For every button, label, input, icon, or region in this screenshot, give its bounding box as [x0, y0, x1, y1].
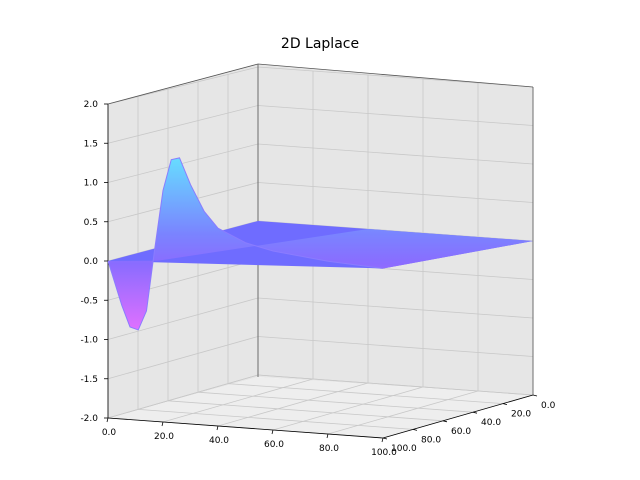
- grid-line: [257, 374, 534, 396]
- grid-line: [107, 374, 259, 419]
- x-tick-mark: [381, 437, 384, 443]
- grid-line: [197, 391, 474, 413]
- z-tick-label: -1.5: [80, 375, 98, 385]
- grid-line: [107, 336, 259, 380]
- grid-line: [107, 66, 259, 105]
- grid-line: [107, 143, 259, 183]
- x-tick-mark: [326, 433, 329, 439]
- grid-line: [107, 105, 259, 144]
- y-tick-label: 80.0: [421, 435, 441, 445]
- x-tick-label: 60.0: [264, 440, 284, 450]
- grid-line: [257, 336, 534, 357]
- laplace-surface: [107, 157, 533, 331]
- x-tick-label: 20.0: [154, 432, 174, 442]
- chart-title: 2D Laplace: [281, 36, 359, 52]
- grid-line: [257, 105, 534, 126]
- grid-line: [272, 386, 424, 431]
- x-axis-ticks: 0.0 20.0 40.0 60.0 80.0 100.0: [102, 417, 397, 458]
- surface-ridge: [108, 157, 533, 330]
- x-tick-mark: [271, 429, 274, 435]
- z-axis-ticks: 2.0 1.5 1.0 0.5 0.0 -0.5 -1.0 -1.5 -2.0: [80, 100, 108, 424]
- y-tick-mark: [502, 403, 508, 405]
- grid-line: [227, 383, 504, 404]
- x-tick-mark: [161, 421, 164, 427]
- y-tick-label: 40.0: [481, 418, 501, 428]
- grid-line: [167, 400, 444, 422]
- grid-line: [257, 143, 534, 165]
- x-tick-label: 80.0: [319, 444, 339, 454]
- x-tick-label: 40.0: [209, 436, 229, 446]
- y-tick-mark: [382, 437, 388, 440]
- y-axis-ticks: 0.0 20.0 40.0 60.0 80.0 100.0: [382, 394, 556, 454]
- z-tick-label: 0.0: [84, 257, 99, 267]
- x-tick-label: 0.0: [102, 428, 117, 438]
- z-tick-label: 1.0: [84, 179, 99, 189]
- y-tick-mark: [532, 394, 538, 397]
- back-pane: [258, 64, 533, 395]
- y-tick-label: 20.0: [511, 410, 531, 420]
- z-tick-label: 0.5: [84, 218, 98, 228]
- x-tick-mark: [106, 417, 109, 423]
- x-tick-label: 100.0: [371, 448, 397, 458]
- floor-pane: [108, 377, 533, 438]
- grid-line: [257, 182, 534, 203]
- y-tick-label: 0.0: [541, 401, 556, 411]
- grid-line: [327, 390, 479, 435]
- y-tick-mark: [442, 420, 448, 423]
- z-tick-label: 2.0: [84, 100, 99, 110]
- y-tick-mark: [472, 411, 478, 414]
- grid-line: [257, 66, 534, 88]
- z-tick-label: -1.0: [80, 336, 98, 346]
- grid-line: [217, 382, 369, 427]
- y-tick-label: 60.0: [451, 427, 471, 437]
- x-tick-mark: [216, 425, 219, 431]
- grid-line: [257, 297, 534, 319]
- grid-line: [137, 409, 414, 430]
- grid-line: [107, 297, 259, 340]
- z-tick-label: 1.5: [84, 139, 98, 149]
- y-tick-label: 100.0: [391, 444, 417, 454]
- grid-line: [162, 378, 314, 423]
- z-tick-label: -2.0: [80, 414, 98, 424]
- surface-front-edge: [107, 157, 384, 331]
- z-tick-label: -0.5: [80, 296, 98, 306]
- y-tick-mark: [412, 429, 418, 431]
